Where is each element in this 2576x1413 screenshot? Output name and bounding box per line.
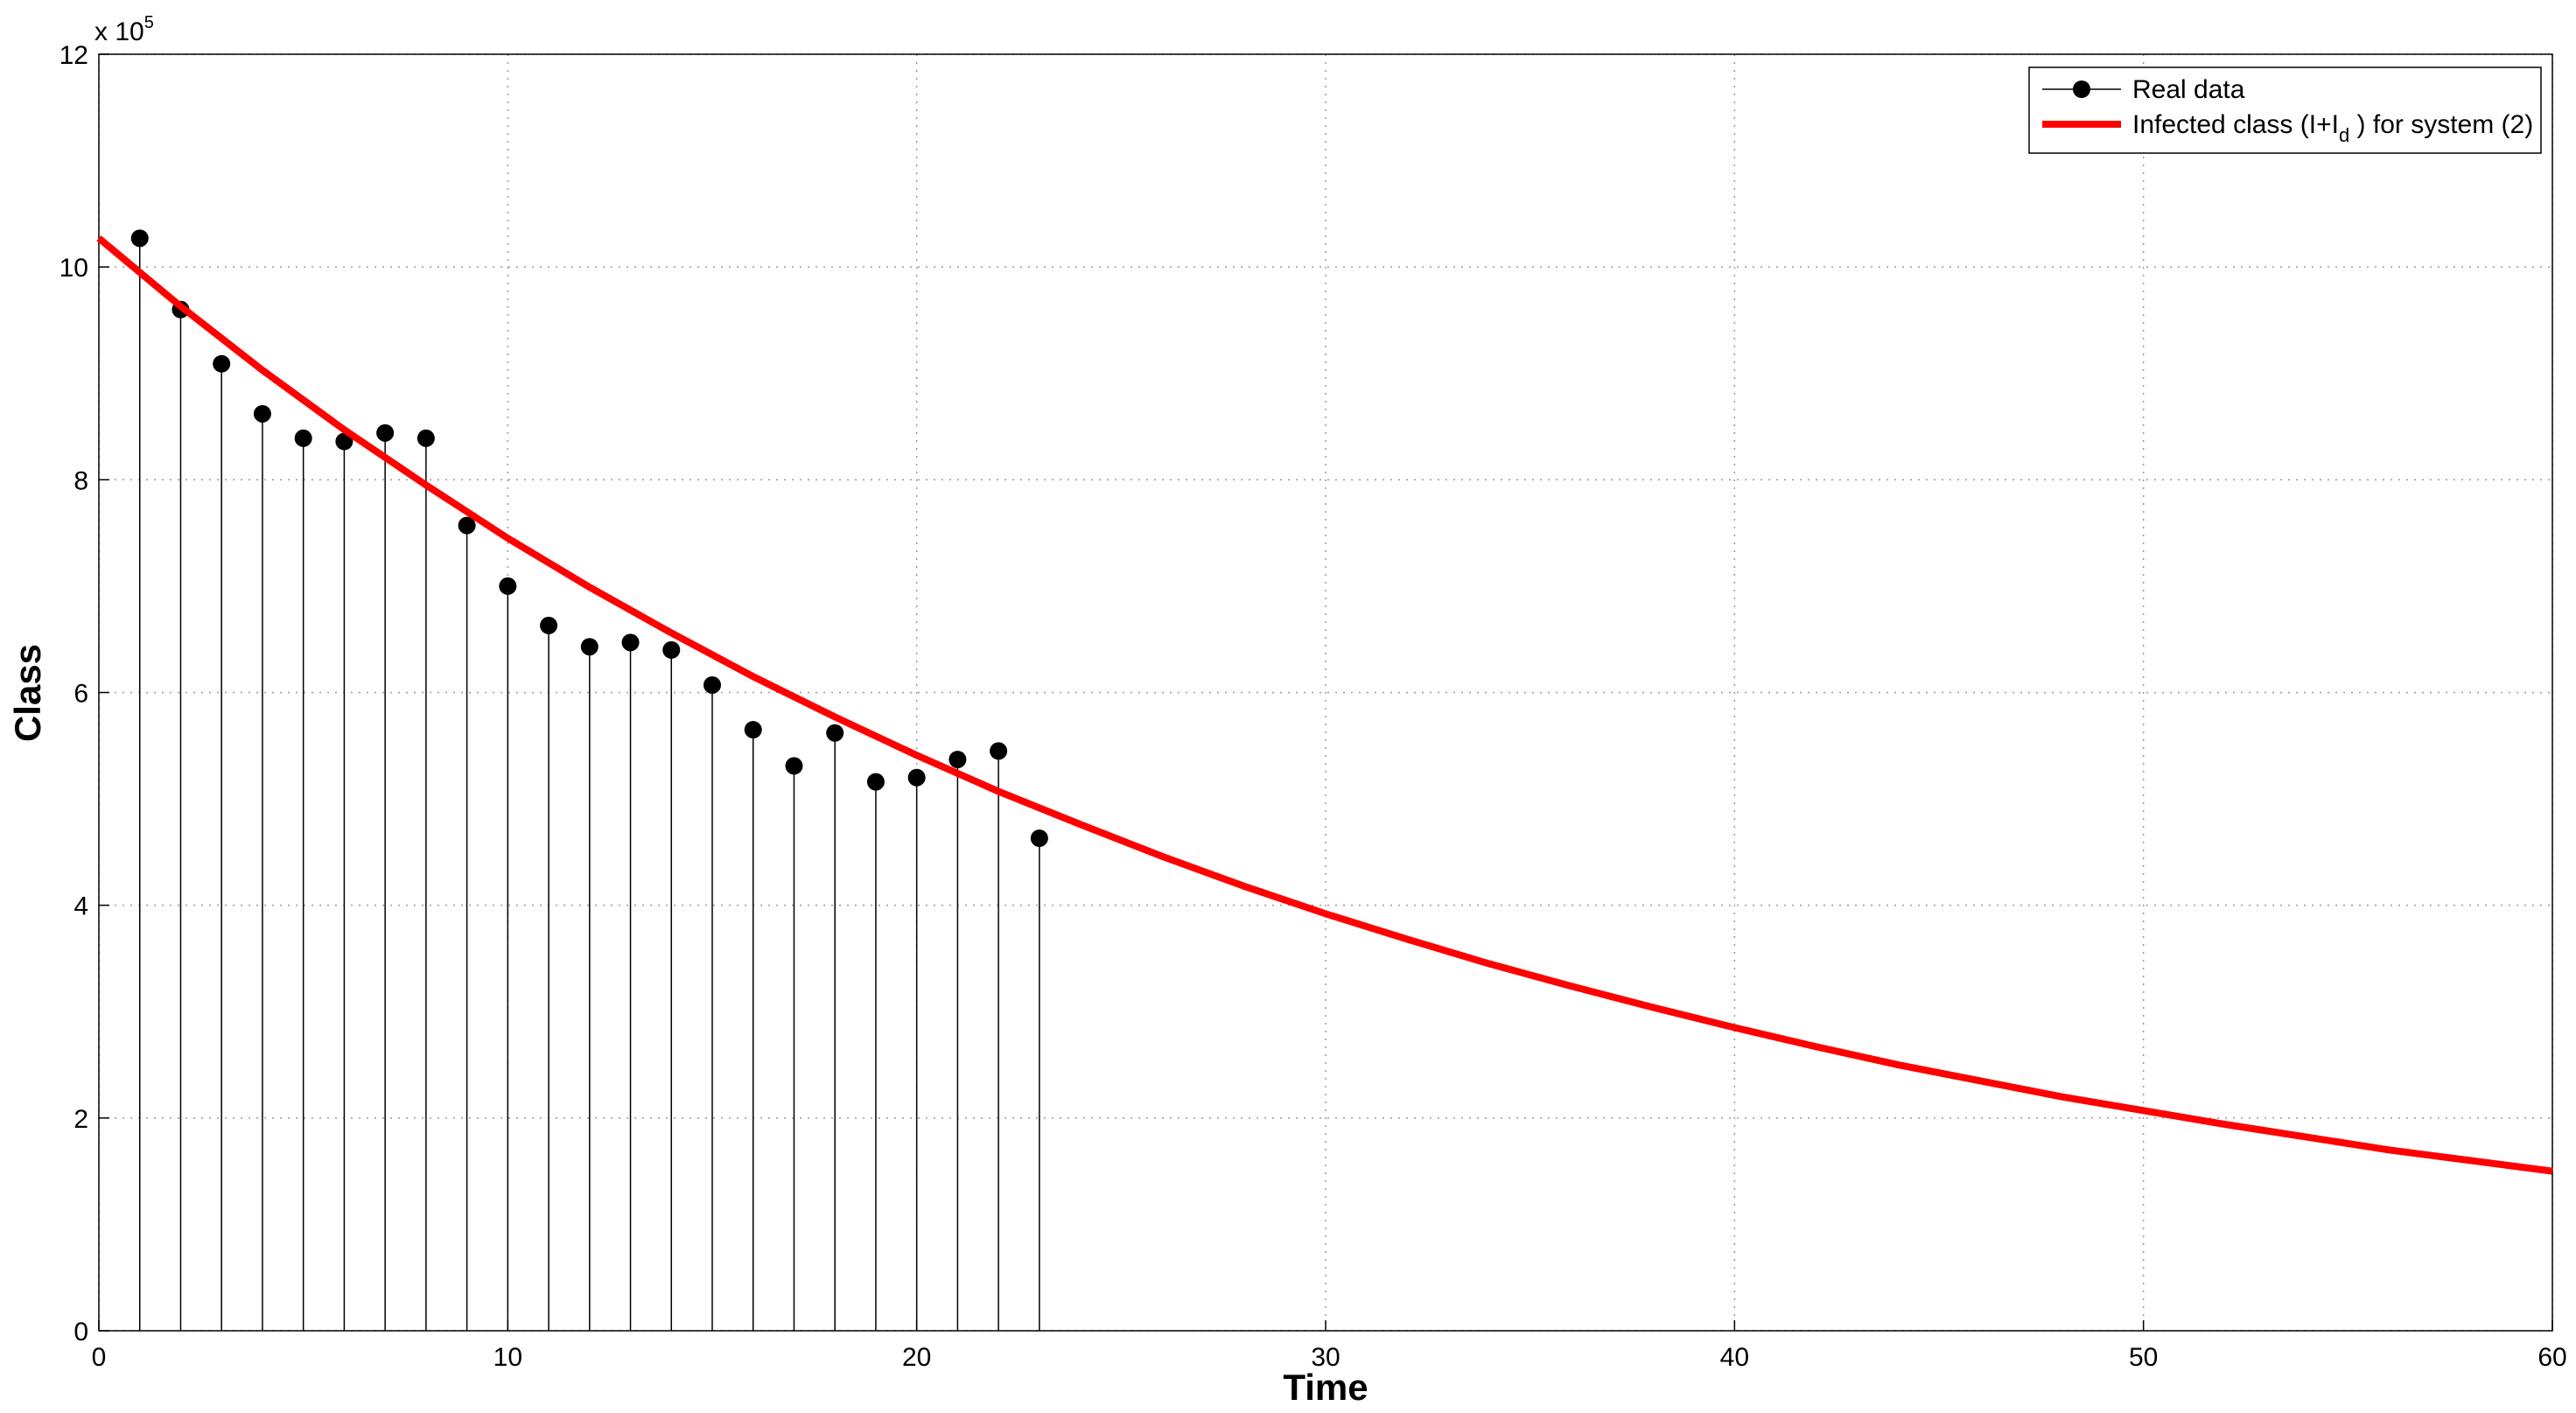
x-tick-label: 50 [2129,1343,2158,1372]
y-tick-label: 12 [60,41,88,70]
stem-marker [458,516,476,535]
stem-marker [1030,829,1048,848]
stem-marker [499,577,517,595]
stem-marker [990,742,1008,760]
stem-marker [294,429,312,447]
legend-text: Real data [2132,75,2245,104]
stem-marker [704,675,721,694]
stem-marker [826,724,844,742]
stem-marker [580,638,598,656]
legend-text: Infected class (I+I [2132,110,2339,139]
legend-label: Real data [2132,75,2245,104]
legend-subscript: d [2339,124,2349,146]
stem-marker [416,429,435,447]
legend-label: Infected class (I+Id ) for system (2) [2132,110,2533,146]
y-multiplier-base: x 10 [94,17,144,46]
y-tick-label: 4 [74,892,88,921]
legend-text-rest: ) for system (2) [2349,110,2533,139]
legend-marker [2073,80,2090,98]
stem-marker [130,229,149,248]
stem-marker [866,773,885,791]
stem-marker [540,616,558,634]
plot-frame [98,53,2553,1332]
stem-marker [376,423,395,442]
y-tick-label: 10 [60,254,88,283]
x-tick-label: 20 [902,1343,931,1372]
stem-marker [907,768,926,787]
stem-marker [785,757,803,775]
y-tick-label: 6 [74,680,88,709]
y-tick-label: 2 [74,1105,88,1134]
y-multiplier: x 105 [94,13,154,46]
stem-marker [662,640,681,659]
stem-marker [621,633,640,652]
y-axis-label: Class [7,644,48,742]
stem-marker [744,721,762,739]
x-tick-label: 0 [92,1343,107,1372]
y-multiplier-exp: 5 [144,13,154,32]
stem-marker [948,751,967,769]
y-tick-label: 0 [74,1318,88,1347]
stem-marker [253,404,271,423]
x-tick-label: 40 [1720,1343,1749,1372]
x-tick-label: 60 [2538,1343,2566,1372]
stem-marker [213,354,231,373]
legend-box [2028,66,2542,154]
stem-marker [335,432,354,451]
y-tick-label: 8 [74,466,88,495]
curve [96,235,2553,1175]
x-tick-label: 30 [1311,1343,1340,1372]
x-tick-label: 10 [494,1343,522,1372]
x-axis-label: Time [1283,1367,1368,1408]
